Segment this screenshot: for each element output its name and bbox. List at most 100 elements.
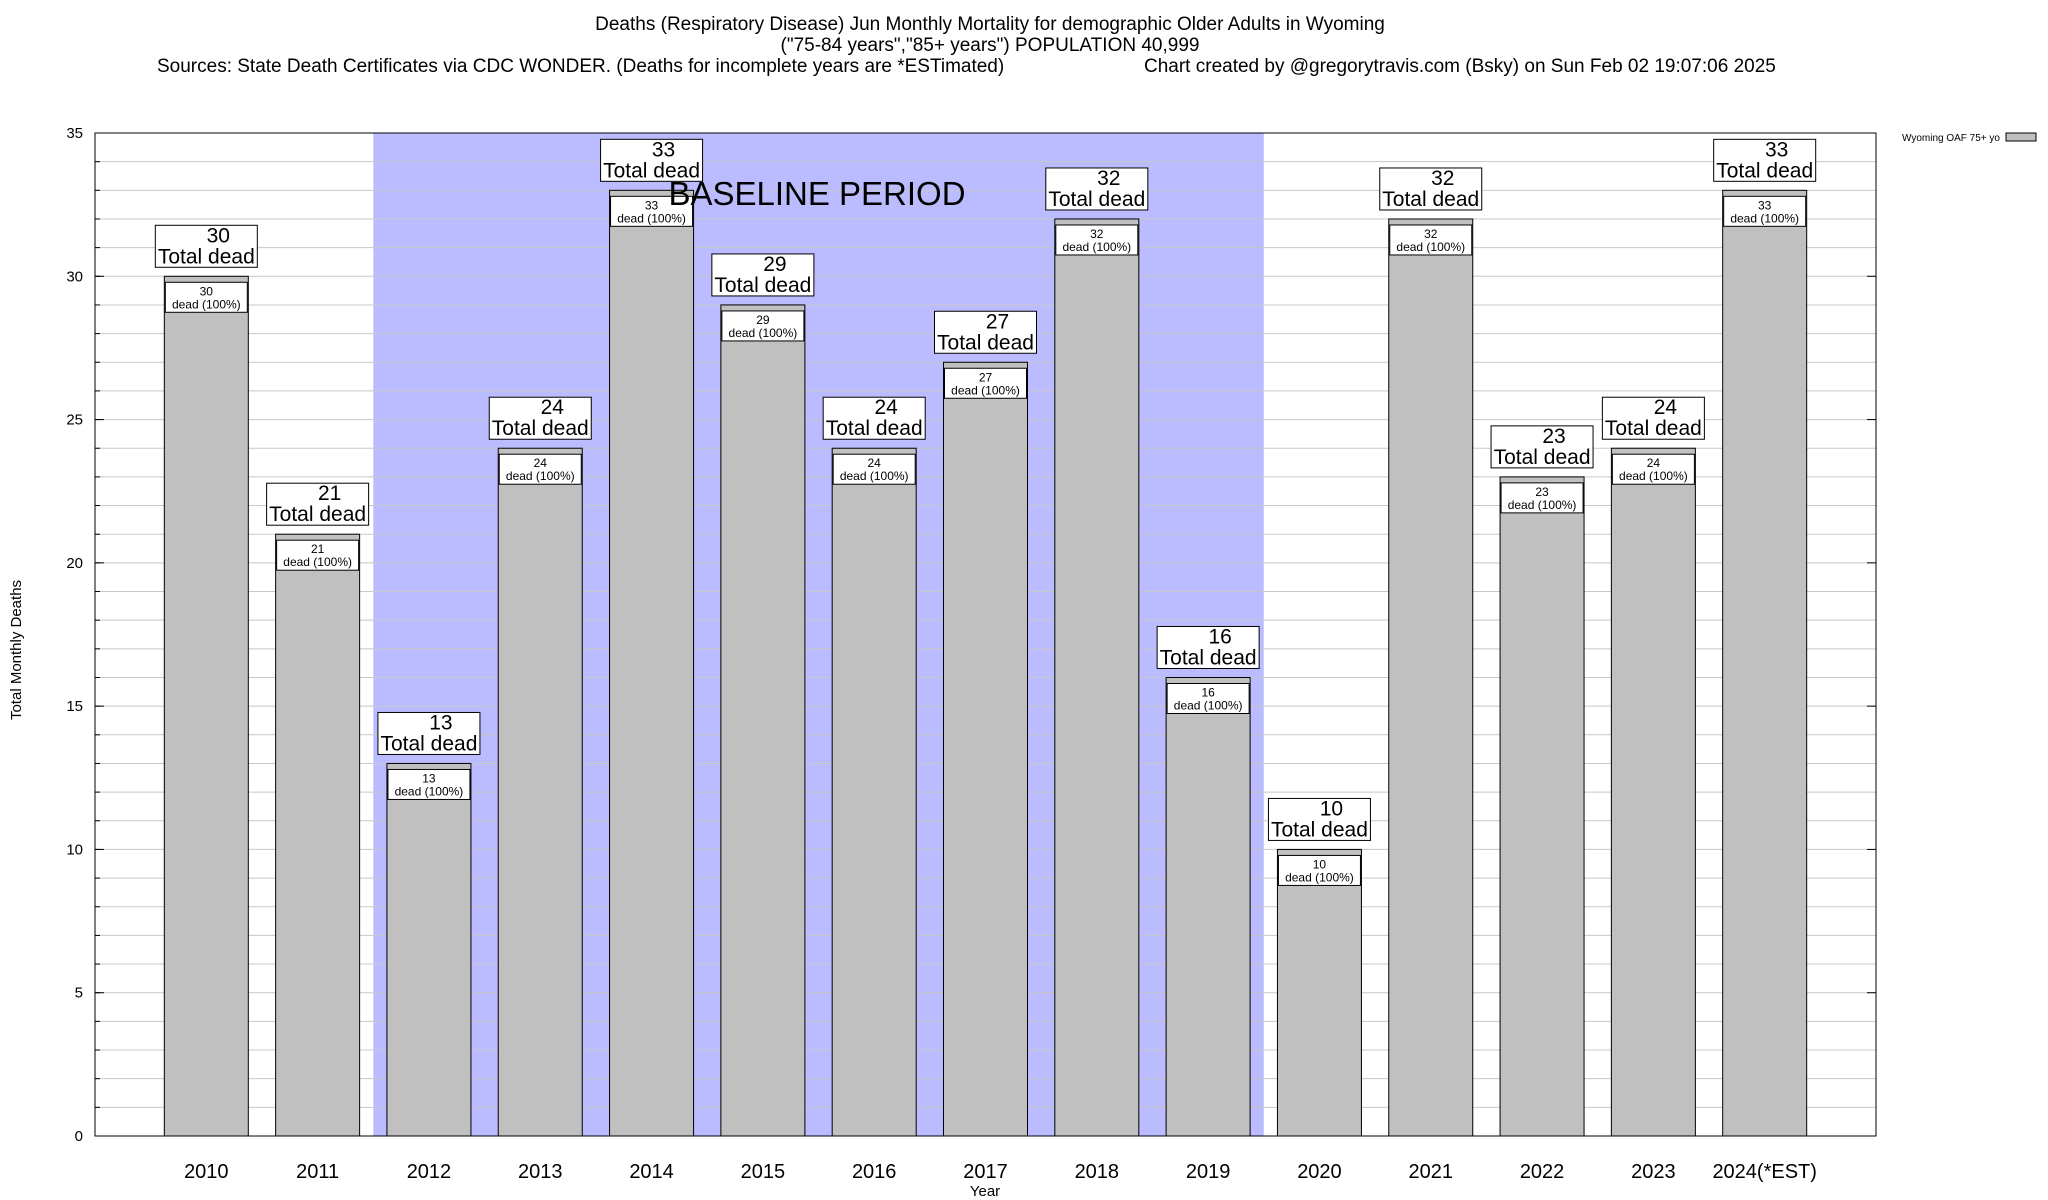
total-label-text: Total dead: [1160, 646, 1257, 669]
bar: [720, 304, 806, 1137]
y-tick-label: 35: [66, 125, 83, 142]
bar: [943, 361, 1028, 1137]
x-tick-label: 2020: [1297, 1161, 1342, 1183]
total-label-value: 27: [986, 310, 1009, 333]
total-label-value: 24: [1654, 396, 1678, 419]
inner-label-value: 24: [534, 456, 548, 470]
x-tick-label: 2016: [852, 1161, 897, 1183]
inner-label-value: 24: [868, 456, 882, 470]
total-label-box: [1490, 425, 1594, 469]
chart-credit: Chart created by @gregorytravis.com (Bsk…: [1144, 56, 1776, 77]
inner-label-box: [1389, 224, 1473, 256]
inner-label-box: [276, 539, 360, 571]
bar: [1722, 189, 1808, 1137]
x-tick-label: 2024(*EST): [1712, 1161, 1817, 1183]
total-label-text: Total dead: [603, 159, 700, 182]
total-label-value: 32: [1431, 167, 1454, 190]
total-label-text: Total dead: [492, 417, 589, 440]
bar: [1499, 476, 1585, 1137]
inner-label-value: 32: [1424, 227, 1438, 241]
total-label-box: [1045, 167, 1149, 211]
inner-label-box: [164, 281, 248, 313]
inner-label-value: 33: [645, 198, 659, 212]
inner-label-box: [1611, 453, 1695, 485]
inner-label-box: [1166, 682, 1250, 714]
inner-label-value: 16: [1201, 685, 1215, 699]
total-label-text: Total dead: [1494, 446, 1591, 469]
x-tick-label: 2018: [1075, 1161, 1120, 1183]
inner-label-text: dead (100%): [1285, 870, 1354, 884]
total-label-value: 33: [652, 138, 675, 161]
inner-label-value: 29: [756, 313, 770, 327]
total-label-box: [934, 310, 1037, 354]
inner-label-text: dead (100%): [1062, 240, 1131, 254]
inner-label-box: [1500, 482, 1584, 514]
inner-label-text: dead (100%): [617, 211, 686, 225]
bar: [1610, 447, 1696, 1137]
inner-label-value: 13: [422, 771, 436, 785]
y-tick-label: 0: [75, 1128, 83, 1145]
bar: [1165, 676, 1251, 1137]
total-label-value: 32: [1097, 167, 1120, 190]
bar: [386, 762, 472, 1137]
inner-label-value: 21: [311, 542, 325, 556]
y-tick-label: 30: [66, 268, 83, 285]
inner-label-text: dead (100%): [1174, 698, 1243, 712]
inner-label-text: dead (100%): [506, 469, 575, 483]
bar: [1388, 218, 1474, 1137]
total-label-value: 24: [875, 396, 899, 419]
inner-label-box: [1723, 195, 1807, 227]
inner-label-text: dead (100%): [729, 326, 798, 340]
inner-label-value: 23: [1535, 485, 1549, 499]
total-label-text: Total dead: [269, 503, 366, 526]
bar: [1276, 848, 1362, 1137]
total-label-box: [711, 253, 815, 297]
total-label-box: [600, 138, 704, 182]
x-tick-label: 2013: [518, 1161, 563, 1183]
y-tick-label: 15: [66, 698, 83, 715]
x-tick-label: 2010: [184, 1161, 229, 1183]
x-tick-label: 2014: [629, 1161, 674, 1183]
inner-label-box: [1277, 854, 1361, 886]
x-tick-label: 2012: [407, 1161, 452, 1183]
x-tick-label: 2021: [1409, 1161, 1454, 1183]
y-axis-label: Total Monthly Deaths: [8, 580, 25, 720]
inner-label-value: 24: [1647, 456, 1661, 470]
x-tick-label: 2019: [1186, 1161, 1231, 1183]
inner-label-text: dead (100%): [283, 555, 352, 569]
x-tick-label: 2023: [1631, 1161, 1676, 1183]
x-tick-label: 2015: [741, 1161, 786, 1183]
inner-label-value: 30: [200, 284, 214, 298]
chart-subtitle: ("75-84 years","85+ years") POPULATION 4…: [780, 35, 1200, 56]
bar: [831, 447, 917, 1137]
inner-label-text: dead (100%): [395, 784, 464, 798]
inner-label-box: [832, 453, 916, 485]
total-label-box: [1601, 396, 1705, 440]
baseline-period-label: BASELINE PERIOD: [668, 175, 965, 212]
inner-label-value: 33: [1758, 198, 1772, 212]
total-label-box: [1713, 138, 1817, 182]
inner-label-text: dead (100%): [840, 469, 909, 483]
total-label-text: Total dead: [158, 245, 255, 268]
total-label-value: 33: [1765, 138, 1788, 161]
inner-label-box: [721, 310, 805, 342]
legend-label: Wyoming OAF 75+ yo: [1902, 133, 2000, 144]
total-label-box: [488, 396, 592, 440]
y-tick-label: 5: [75, 985, 83, 1002]
inner-label-text: dead (100%): [1619, 469, 1688, 483]
total-label-text: Total dead: [1048, 188, 1145, 211]
inner-label-value: 32: [1090, 227, 1104, 241]
x-tick-label: 2011: [296, 1161, 339, 1183]
total-label-box: [154, 224, 258, 268]
total-label-box: [266, 482, 370, 526]
plot-frame: [94, 132, 1877, 1137]
total-label-text: Total dead: [1382, 188, 1479, 211]
inner-label-value: 27: [979, 370, 993, 384]
bar: [497, 447, 583, 1137]
inner-label-text: dead (100%): [1396, 240, 1465, 254]
bar: [163, 275, 249, 1137]
total-label-value: 21: [318, 482, 341, 505]
total-label-box: [377, 711, 481, 755]
total-label-value: 24: [541, 396, 565, 419]
